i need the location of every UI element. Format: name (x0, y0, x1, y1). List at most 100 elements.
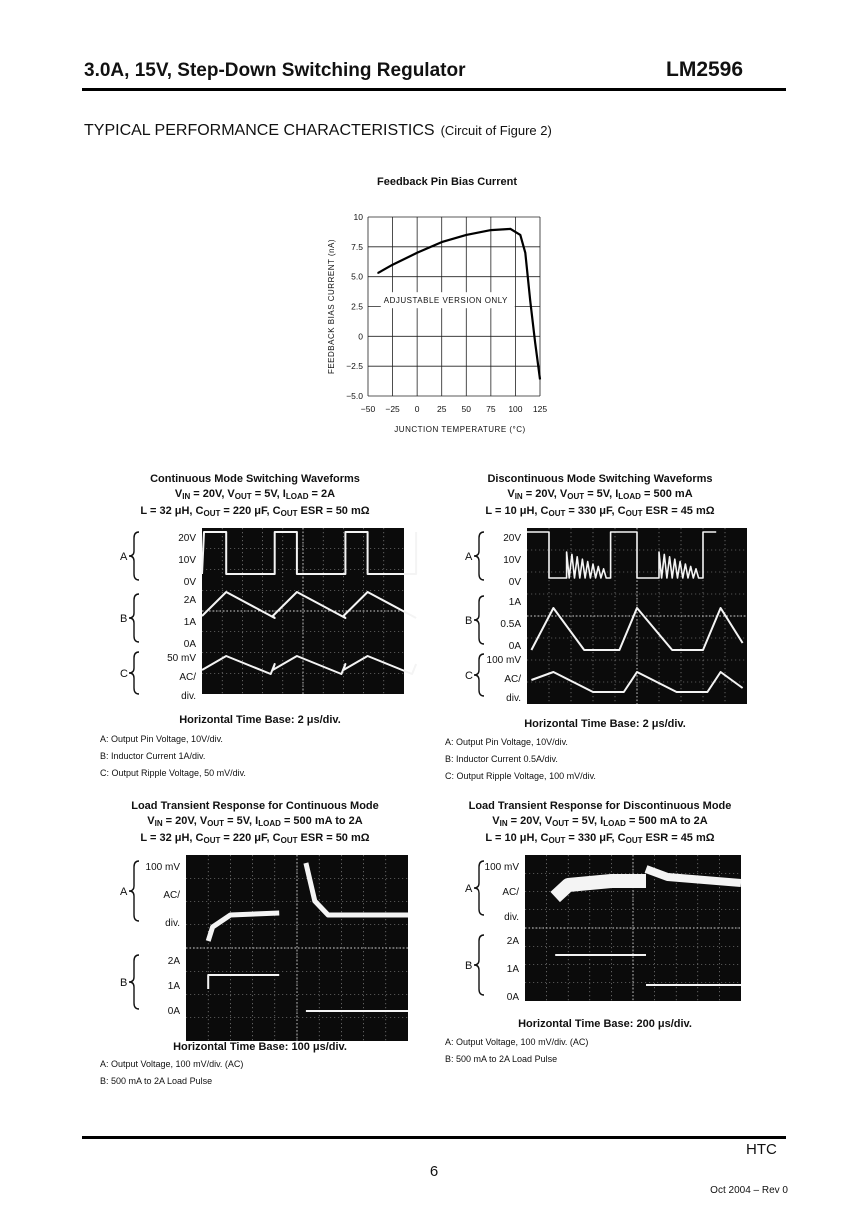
trace-caption: C: Output Ripple Voltage, 100 mV/div. (445, 771, 596, 781)
trace-a-output-recovery (644, 865, 742, 887)
channel-name: B (465, 615, 472, 627)
channel-name: B (465, 960, 472, 972)
trace-captions: A: Output Voltage, 100 mV/div. (AC) B: 50… (445, 1034, 588, 1068)
section-heading: TYPICAL PERFORMANCE CHARACTERISTICS (Circ… (84, 122, 552, 140)
title-subscript: OUT (234, 492, 252, 501)
channel-brace (128, 593, 140, 643)
channel-name: C (120, 668, 128, 680)
x-tick-label: 125 (533, 404, 547, 414)
time-base: Horizontal Time Base: 100 μs/div. (173, 1041, 347, 1053)
channel-brace (473, 653, 485, 697)
title-text: ESR = 45 mΩ (642, 832, 715, 844)
trace-a-output-recovery (303, 862, 408, 918)
time-base: Horizontal Time Base: 2 μs/div. (179, 714, 341, 726)
scope-display: A 20V 10V 0V B 2A 1A 0A C 50 mV AC/div. (120, 528, 418, 702)
data-point (441, 241, 443, 243)
title-text: ESR = 50 mΩ (297, 505, 370, 517)
channel-level: 10V (178, 555, 196, 566)
channel-brace (473, 860, 485, 916)
scope-title-line: VIN = 20V, VOUT = 5V, ILOAD = 2A (100, 487, 410, 504)
title-text: L = 32 μH, C (140, 832, 204, 844)
page-number: 6 (429, 1163, 439, 1180)
trace-a-output-voltage (205, 910, 280, 942)
channel-level: AC/ (179, 672, 196, 683)
channel-level: 100 mV (485, 862, 520, 873)
data-point (509, 228, 512, 230)
title-text: ESR = 50 mΩ (297, 832, 370, 844)
title-text: = 330 μF, C (565, 505, 626, 517)
channel-level: 1A (507, 964, 520, 975)
scope-title-line: L = 32 μH, COUT = 220 μF, COUT ESR = 50 … (100, 504, 410, 521)
title-text: V (174, 488, 183, 500)
scope-title-line: L = 10 μH, COUT = 330 μF, COUT ESR = 45 … (445, 831, 755, 848)
part-number: LM2596 (666, 58, 744, 81)
title-subscript: OUT (207, 819, 225, 828)
section-title: TYPICAL PERFORMANCE CHARACTERISTICS (84, 122, 435, 139)
title-subscript: IN (499, 819, 508, 828)
trace-captions: A: Output Voltage, 100 mV/div. (AC) B: 50… (100, 1056, 243, 1090)
title-subscript: OUT (280, 836, 298, 845)
chart-annotation: ADJUSTABLE VERSION ONLY (384, 296, 508, 305)
channel-name: B (120, 977, 127, 989)
trace-captions: A: Output Pin Voltage, 10V/div. B: Induct… (100, 731, 246, 782)
title-text: V (147, 815, 155, 827)
title-text: = 220 μF, C (220, 505, 281, 517)
trace-a-switch-voltage (527, 531, 717, 579)
data-point (529, 299, 531, 302)
channel-level: AC/ (504, 674, 521, 685)
channel-level: div. (504, 912, 519, 923)
trace-caption: A: Output Pin Voltage, 10V/div. (100, 734, 223, 744)
channel-brace (473, 531, 485, 581)
title-text: V (507, 488, 515, 500)
trace-caption: B: 500 mA to 2A Load Pulse (100, 1076, 213, 1086)
title-text: = 5V, I (224, 815, 259, 827)
y-axis-label: FEEDBACK BIAS CURRENT (nA) (327, 239, 336, 374)
channel-level: AC/ (163, 890, 180, 901)
trace-caption: B: Inductor Current 1A/div. (100, 751, 206, 761)
title-text: ESR = 45 mΩ (642, 505, 715, 517)
data-point (465, 234, 467, 236)
title-text: = 20V, V (507, 815, 553, 827)
title-text: = 220 μF, C (220, 832, 281, 844)
title-subscript: LOAD (618, 492, 641, 501)
x-axis-label: JUNCTION TEMPERATURE (°C) (394, 425, 525, 434)
scope-title-line: VIN = 20V, VOUT = 5V, ILOAD = 500 mA (445, 487, 755, 504)
channel-name: A (465, 551, 473, 563)
trace-b-inductor-current (201, 591, 417, 619)
channel-name: C (465, 670, 473, 682)
trace-c-ripple-voltage (531, 671, 744, 693)
channel-level: 1A (509, 597, 522, 608)
data-point (416, 252, 418, 254)
channel-level: 20V (503, 533, 521, 544)
scope-title-line: L = 32 μH, COUT = 220 μF, COUT ESR = 50 … (100, 831, 410, 848)
y-tick-label: 7.5 (351, 242, 363, 252)
title-subscript: OUT (552, 819, 570, 828)
scope-title: Continuous Mode Switching Waveforms VIN =… (100, 472, 410, 521)
title-subscript: LOAD (258, 819, 281, 828)
footer-rule (82, 1136, 786, 1139)
document-title: 3.0A, 15V, Step-Down Switching Regulator (84, 60, 466, 81)
title-text: L = 32 μH, C (140, 505, 204, 517)
channel-level: 50 mV (167, 653, 196, 664)
channel-level: 10V (503, 555, 521, 566)
scope-title-line: Load Transient Response for Discontinuou… (445, 799, 755, 814)
title-subscript: LOAD (285, 492, 309, 501)
channel-name: A (465, 883, 473, 895)
title-subscript: OUT (548, 836, 566, 845)
y-tick-label: 0 (358, 331, 363, 341)
scope-display: A 100 mV AC/div. B 2A 1A 0A (465, 855, 742, 1003)
data-point (377, 272, 379, 274)
title-subscript: IN (182, 492, 191, 501)
channel-level: div. (165, 918, 180, 929)
title-subscript: LOAD (603, 819, 626, 828)
trace-caption: A: Output Voltage, 100 mV/div. (AC) (445, 1037, 589, 1047)
scope-title-line: VIN = 20V, VOUT = 5V, ILOAD = 500 mA to … (100, 814, 410, 831)
channel-name: B (120, 613, 127, 625)
channel-brace (128, 954, 140, 1010)
data-point (524, 252, 526, 254)
scope-title-line: Discontinuous Mode Switching Waveforms (445, 472, 755, 487)
continuous-mode-waveforms: Continuous Mode Switching Waveforms VIN =… (100, 472, 420, 782)
x-tick-label: 75 (486, 404, 496, 414)
scope-graticule (202, 528, 404, 694)
title-subscript: OUT (625, 509, 643, 518)
